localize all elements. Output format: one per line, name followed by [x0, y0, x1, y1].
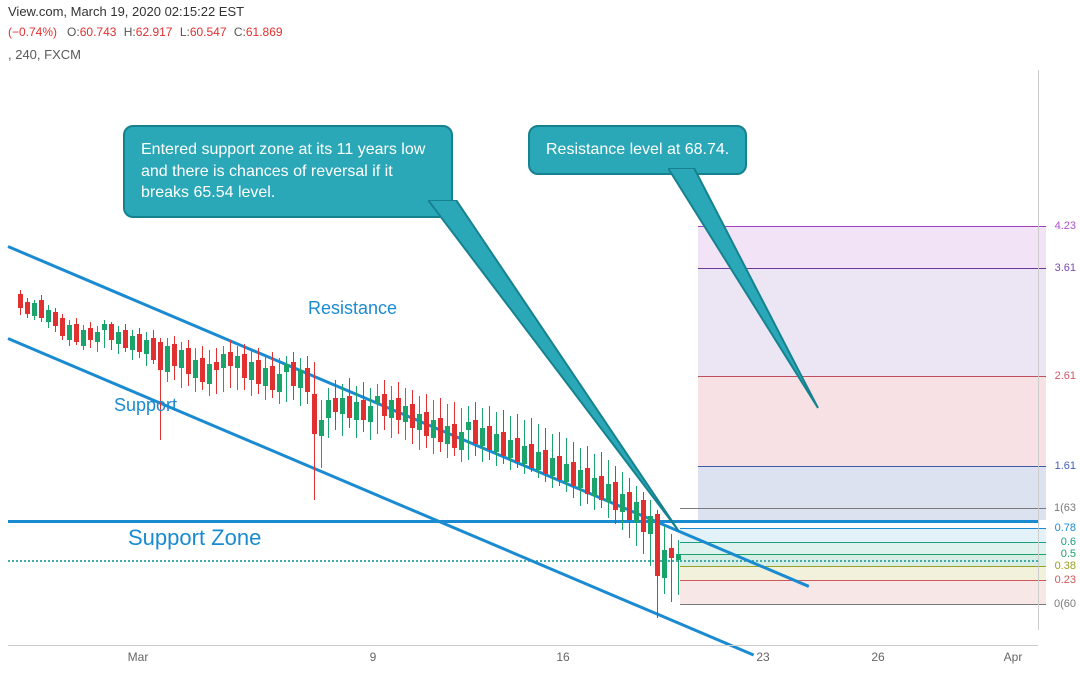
fib-ext-label: 1.61 [1053, 459, 1078, 473]
resistance-callout-tail [668, 168, 848, 418]
candle [18, 70, 22, 630]
o-label: O: [67, 25, 80, 39]
source-timestamp: View.com, March 19, 2020 02:15:22 EST [8, 4, 244, 19]
price-axis: 4.233.612.611.611(630.780.60.50.380.230(… [1038, 70, 1080, 630]
time-tick: Mar [128, 650, 149, 664]
header-ohlc: (−0.74%) O:60.743 H:62.917 L:60.547 C:61… [0, 23, 1080, 41]
candle [109, 70, 113, 630]
time-tick: 23 [756, 650, 769, 664]
candle [74, 70, 78, 630]
candle [32, 70, 36, 630]
candle [116, 70, 120, 630]
resistance-label: Resistance [308, 298, 397, 319]
fib-ret-label: 0.38 [1053, 559, 1078, 573]
header-source: View.com, March 19, 2020 02:15:22 EST [0, 0, 1080, 23]
candle [60, 70, 64, 630]
candle [39, 70, 43, 630]
time-tick: 26 [871, 650, 884, 664]
candle [88, 70, 92, 630]
fib-ext-label: 3.61 [1053, 261, 1078, 275]
pct-change: (−0.74%) [8, 25, 57, 39]
c-label: C: [234, 25, 246, 39]
support-label: Support [114, 395, 177, 416]
support-callout-tail [428, 200, 688, 540]
h-label: H: [124, 25, 136, 39]
l-label: L: [180, 25, 190, 39]
candle [67, 70, 71, 630]
fib-ret-label: 0.78 [1053, 521, 1078, 535]
candle [81, 70, 85, 630]
o-value: 60.743 [80, 25, 117, 39]
chart-area[interactable]: Entered support zone at its 11 years low… [8, 70, 1038, 630]
support-callout: Entered support zone at its 11 years low… [123, 125, 453, 218]
symbol-subheader: , 240, FXCM [0, 41, 1080, 64]
fib-ext-label: 2.61 [1053, 369, 1078, 383]
fib-ret-label: 0.23 [1053, 573, 1078, 587]
candle [95, 70, 99, 630]
support-zone-label: Support Zone [128, 525, 261, 551]
time-tick: 9 [370, 650, 377, 664]
time-axis: Mar 9 16 23 26 Apr [8, 645, 1038, 667]
l-value: 60.547 [190, 25, 227, 39]
candle [53, 70, 57, 630]
fib-ret-label: 1(63 [1052, 501, 1078, 515]
c-value: 61.869 [246, 25, 283, 39]
h-value: 62.917 [136, 25, 173, 39]
candle [25, 70, 29, 630]
fib-ret-label: 0(60 [1052, 597, 1078, 611]
time-tick: 16 [556, 650, 569, 664]
candle [46, 70, 50, 630]
candle [102, 70, 106, 630]
fib-ext-label: 4.23 [1053, 219, 1078, 233]
time-tick: Apr [1004, 650, 1023, 664]
